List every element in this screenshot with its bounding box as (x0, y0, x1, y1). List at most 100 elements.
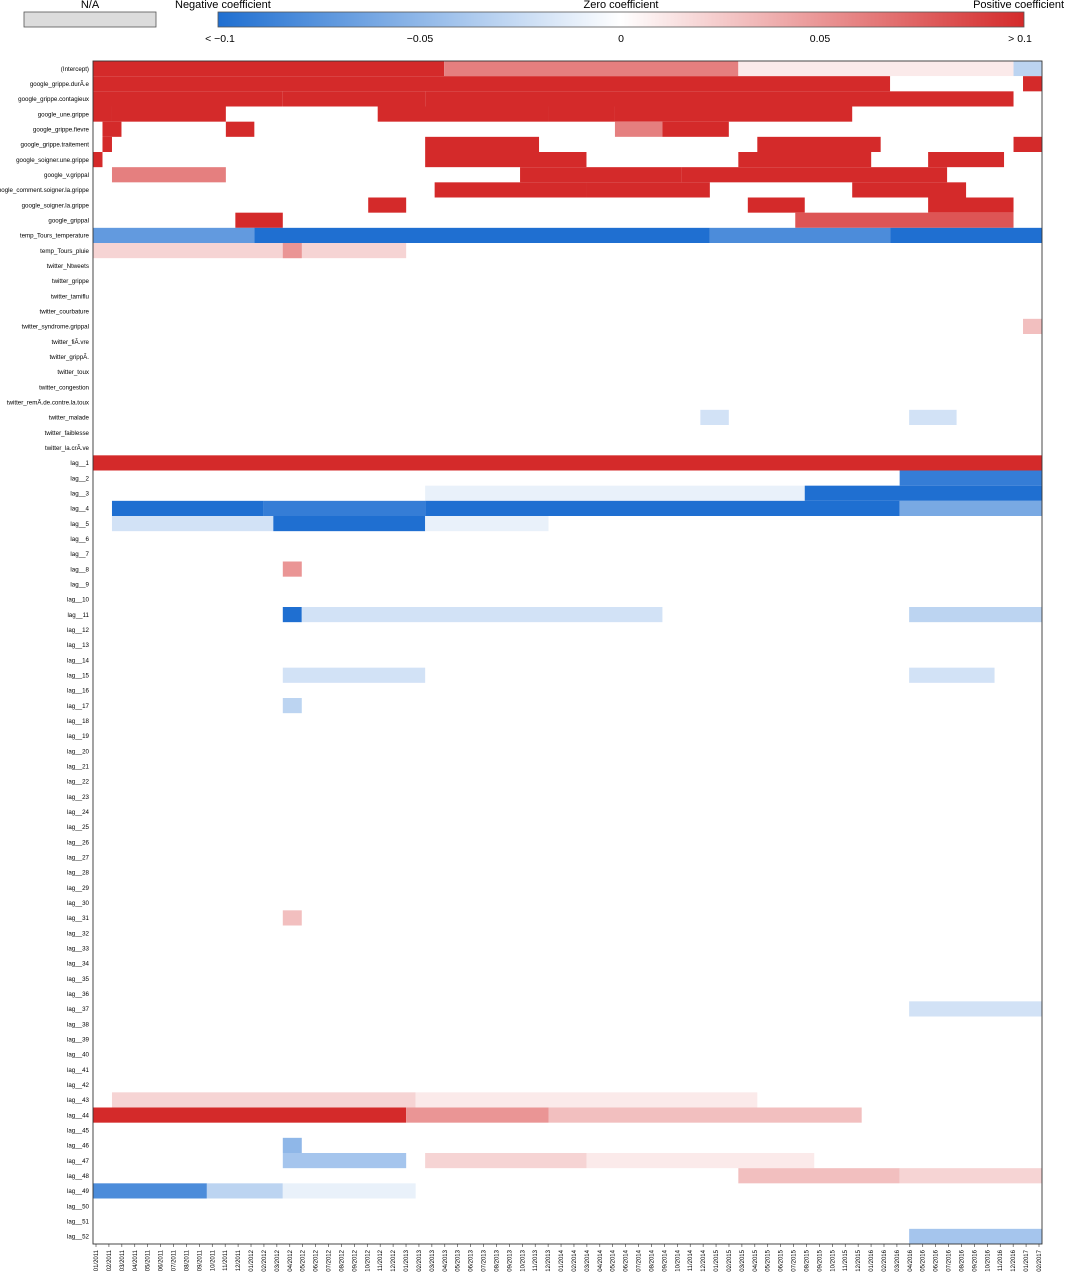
row-label: (Intercept) (61, 66, 89, 73)
row-label: lag__47 (67, 1158, 90, 1165)
heatmap-cell (899, 470, 1042, 486)
row-label: twitter_toux (57, 369, 90, 376)
colorbar-tick-label: 0.05 (810, 33, 831, 45)
heatmap-cell (747, 197, 805, 213)
x-tick-label: 01/2016 (869, 1249, 875, 1271)
x-tick-label: 10/2012 (365, 1249, 371, 1271)
heatmap-cell (406, 1107, 549, 1123)
heatmap-cell (586, 182, 710, 198)
row-label: twitter_la.crÃ.ve (45, 445, 90, 452)
x-tick-label: 02/2014 (572, 1249, 578, 1271)
heatmap-cell (757, 136, 881, 152)
x-tick-label: 07/2012 (327, 1249, 333, 1271)
heatmap-cell (111, 1092, 416, 1108)
x-tick-label: 12/2013 (546, 1249, 552, 1271)
heatmap-cell (890, 227, 1042, 243)
row-label: lag__25 (67, 824, 90, 831)
x-tick-label: 03/2016 (895, 1249, 901, 1271)
row-label: temp_Tours_pluie (40, 248, 89, 255)
heatmap-cell (444, 61, 739, 77)
x-tick-label: 12/2011 (236, 1249, 242, 1271)
row-label: twitter_tamiflu (51, 293, 90, 300)
row-label: twitter_grippÃ. (49, 354, 89, 361)
heatmap-cell (235, 212, 283, 228)
heatmap-cell (273, 516, 426, 532)
heatmap-cell (425, 152, 587, 168)
heatmap-cell (700, 409, 729, 425)
row-label: google_grippe.durÃ.e (30, 81, 90, 88)
colorbar-tick-label: 0 (618, 33, 624, 45)
heatmap-cell (738, 1168, 900, 1184)
heatmap-cell (909, 409, 957, 425)
x-tick-label: 06/2015 (779, 1249, 785, 1271)
row-label: lag__19 (67, 733, 90, 740)
row-label: lag__33 (67, 946, 90, 953)
x-tick-label: 01/2014 (559, 1249, 565, 1271)
row-label: lag__27 (67, 855, 90, 862)
heatmap-cell (425, 500, 900, 516)
heatmap-cell (614, 121, 663, 137)
heatmap-cell (1023, 76, 1042, 92)
x-tick-label: 12/2016 (1011, 1249, 1017, 1271)
heatmap-cell (282, 910, 302, 926)
row-label: lag__13 (67, 642, 90, 649)
heatmap-cell (681, 167, 948, 183)
heatmap-cell (225, 121, 255, 137)
heatmap-cell (93, 243, 407, 259)
x-tick-label: 10/2015 (830, 1249, 836, 1271)
heatmap-cell (282, 698, 302, 714)
x-tick-label: 04/2015 (753, 1249, 759, 1271)
heatmap-cell (263, 500, 426, 516)
x-tick-label: 07/2013 (482, 1249, 488, 1271)
x-tick-label: 05/2015 (766, 1249, 772, 1271)
heatmap-cell (614, 106, 853, 122)
row-label: lag__36 (67, 991, 90, 998)
row-label: twitter_Ntweets (47, 263, 89, 270)
x-tick-label: 10/2016 (985, 1249, 991, 1271)
row-label: google_soigner.une.grippe (16, 157, 89, 164)
x-tick-label: 03/2014 (585, 1249, 591, 1271)
colorbar-tick-label: < −0.1 (205, 33, 235, 45)
heatmap-cell (93, 1107, 407, 1123)
heatmap-cell (425, 1153, 587, 1169)
heatmap-cell (93, 106, 112, 122)
heatmap-cell (909, 1228, 1042, 1244)
x-tick-label: 06/2014 (624, 1249, 630, 1271)
row-label: lag__10 (67, 597, 90, 604)
x-tick-label: 03/2015 (740, 1249, 746, 1271)
row-label: lag__12 (67, 627, 90, 634)
heatmap-cell (93, 152, 103, 168)
row-label: twitter_grippe (52, 278, 90, 285)
x-tick-label: 06/2012 (314, 1249, 320, 1271)
x-tick-label: 04/2014 (598, 1249, 604, 1271)
heatmap-cells (93, 61, 1042, 1244)
heatmap-cell (425, 91, 1014, 107)
x-tick-label: 04/2016 (908, 1249, 914, 1271)
heatmap-cell (206, 1183, 283, 1199)
x-tick-label: 09/2013 (507, 1249, 513, 1271)
heatmap-cell (93, 76, 891, 92)
plot-frame (92, 60, 1043, 1245)
row-label: lag__5 (70, 521, 89, 528)
heatmap-cell (899, 500, 1042, 516)
heatmap-cell (111, 500, 264, 516)
heatmap-cell (909, 607, 1042, 623)
row-label: lag__34 (67, 961, 90, 968)
x-tick-label: 10/2013 (520, 1249, 526, 1271)
row-label: lag__15 (67, 673, 90, 680)
heatmap-cell (928, 197, 1014, 213)
x-tick-label: 11/2013 (533, 1249, 539, 1271)
row-label: oogle_comment.soigner.la.grippe (0, 187, 90, 194)
heatmap-cell (282, 607, 302, 623)
x-tick-label: 02/2012 (262, 1249, 268, 1271)
x-tick-label: 02/2017 (1037, 1249, 1043, 1271)
heatmap-cell (93, 61, 445, 77)
heatmap-cell (1013, 136, 1042, 152)
x-tick-label: 04/2012 (288, 1249, 294, 1271)
x-tick-label: 12/2015 (856, 1249, 862, 1271)
x-tick-label: 09/2011 (197, 1249, 203, 1271)
row-label: google_grippe.traitement (21, 142, 90, 149)
heatmap-cell (738, 152, 872, 168)
row-label: lag__2 (70, 475, 89, 482)
